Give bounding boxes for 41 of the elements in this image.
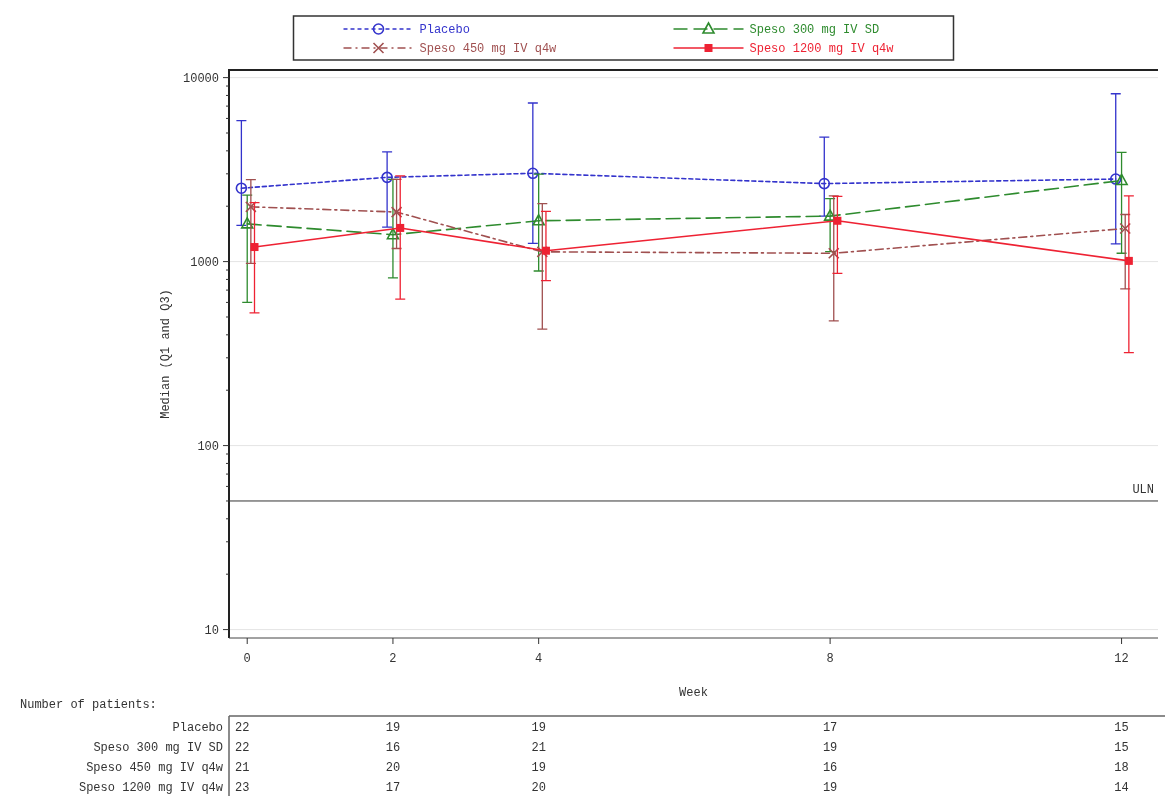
x-axis-title: Week: [679, 686, 708, 700]
x-tick-label: 4: [535, 652, 543, 666]
text: 19: [385, 721, 401, 735]
text: 20: [531, 781, 546, 795]
text: Speso 1200 mg IV q4w: [749, 42, 895, 56]
y-tick-label: 100: [197, 439, 219, 454]
text: 19: [822, 781, 838, 795]
text: Speso 450 mg IV q4w: [419, 42, 558, 56]
text: 20: [385, 761, 401, 775]
x-tick-label: 2: [389, 652, 397, 666]
text: 18: [1114, 761, 1129, 775]
text: 15: [1114, 741, 1129, 755]
text: 14: [1114, 781, 1129, 795]
text: Placebo: [419, 23, 470, 37]
text: 16: [385, 741, 401, 755]
text: 22: [235, 741, 250, 755]
text: 23: [235, 781, 250, 795]
x-tick-label: 8: [826, 652, 834, 666]
y-tick-label: 10000: [182, 71, 219, 86]
text: 19: [531, 721, 546, 735]
text: Speso 300 mg IV SD: [749, 23, 880, 37]
text: 19: [822, 741, 838, 755]
text: 19: [531, 761, 546, 775]
y-tick-label: 10: [204, 623, 219, 638]
ref-line-label: ULN: [1132, 482, 1154, 497]
text: 16: [822, 761, 838, 775]
text: Speso 1200 mg IV q4w: [78, 781, 223, 795]
y-tick-label: 1000: [190, 255, 219, 270]
text: 21: [531, 741, 546, 755]
text: Speso 450 mg IV q4w: [86, 761, 223, 775]
text: 17: [385, 781, 401, 795]
text: Number of patients:: [20, 698, 157, 712]
text: 15: [1114, 721, 1129, 735]
text: Placebo: [172, 721, 223, 735]
y-axis-title: Median (Q1 and Q3): [159, 289, 173, 419]
text: 17: [822, 721, 838, 735]
x-tick-label: 0: [243, 652, 251, 666]
text: Speso 300 mg IV SD: [93, 741, 223, 755]
x-tick-label: 12: [1114, 652, 1129, 666]
text: 21: [235, 761, 250, 775]
text: 22: [235, 721, 250, 735]
